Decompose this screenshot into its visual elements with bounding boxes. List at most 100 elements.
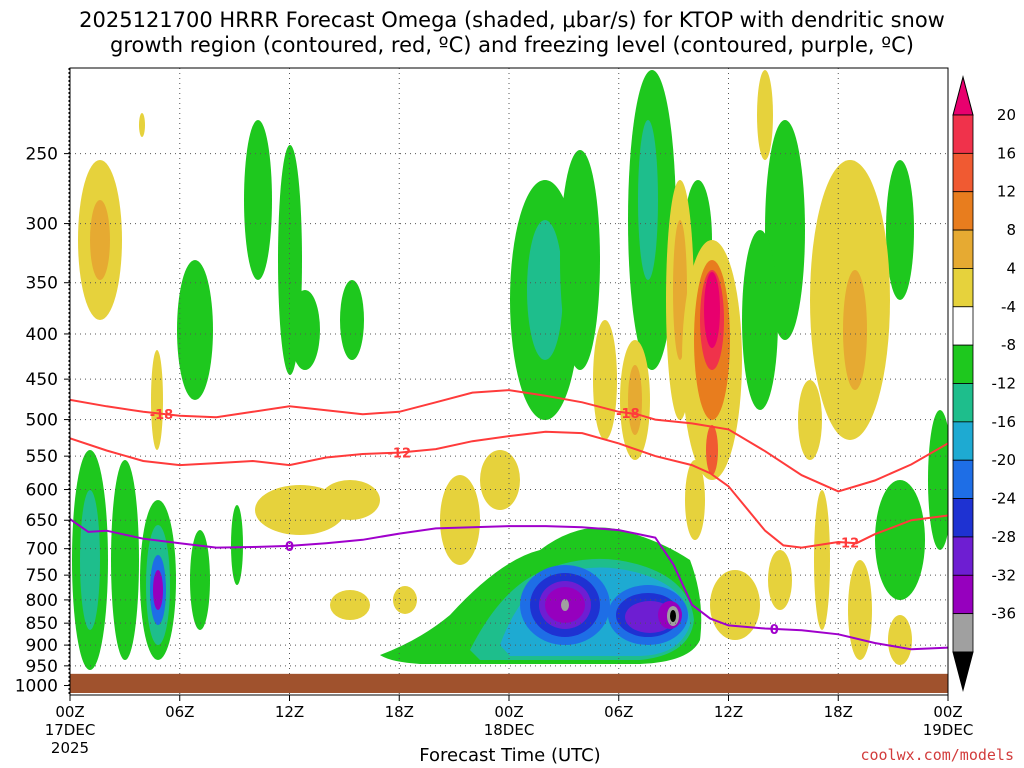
omega-blob [638, 120, 658, 280]
colorbar-tick-label: -8 [1001, 336, 1016, 354]
colorbar-tick-label: -12 [992, 375, 1017, 393]
colorbar-tick-label: -24 [992, 490, 1017, 508]
colorbar-max-arrow [952, 75, 974, 116]
credit-text: coolwx.com/models [860, 746, 1014, 764]
omega-blob [814, 490, 830, 630]
omega-blob [340, 280, 364, 360]
omega-blob [710, 570, 760, 640]
dgz-contour-minus18 [70, 389, 948, 493]
colorbar-tick-label: 16 [997, 144, 1016, 162]
omega-shading [72, 70, 948, 670]
x-tick-label: 18Z [385, 703, 414, 721]
omega-blob [111, 460, 139, 660]
omega-blob [628, 365, 642, 435]
omega-blob [480, 450, 520, 510]
omega-blob [290, 290, 320, 370]
colorbar-min-arrow [952, 651, 974, 692]
colorbar-tick-label: -32 [992, 566, 1017, 584]
omega-blob [685, 460, 705, 540]
y-tick-label: 700 [26, 540, 58, 560]
freezing-level-contour [70, 518, 948, 651]
colorbar-swatch [952, 306, 974, 346]
omega-blob [886, 160, 914, 300]
omega-blob [151, 350, 163, 450]
omega-blob [320, 480, 380, 520]
x-axis-title: Forecast Time (UTC) [419, 745, 601, 766]
colorbar-tick-label: -4 [1001, 298, 1016, 316]
omega-blob [875, 480, 925, 600]
colorbar-swatch [952, 268, 974, 308]
y-tick-label: 600 [26, 481, 58, 501]
colorbar-swatch [952, 613, 974, 653]
dgz-contour-minus18-label: -18 [150, 408, 174, 423]
omega-blob [560, 150, 600, 370]
colorbar-swatch [952, 114, 974, 154]
colorbar-tick-label: 4 [1006, 259, 1016, 277]
chart-title-line-2: growth region (contoured, red, ºC) and f… [110, 33, 914, 57]
colorbar-swatch [952, 344, 974, 384]
omega-blob [231, 505, 243, 585]
omega-blob [848, 560, 872, 660]
chart-title-line-1: 2025121700 HRRR Forecast Omega (shaded, … [79, 8, 945, 32]
x-tick-label: 12Z [714, 703, 743, 721]
dgz-contour-minus12-label: -12 [388, 447, 412, 462]
x-tick-label: 00Z [494, 703, 523, 721]
omega-blob [888, 615, 912, 665]
y-axis: 2503003504004505005506006507007508008509… [15, 145, 70, 697]
omega-blob [843, 270, 867, 390]
omega-blob [561, 599, 569, 611]
omega-blob [757, 70, 773, 160]
freezing-level-contour-label: 0 [285, 540, 294, 555]
omega-blob [90, 200, 110, 280]
colorbar-swatch [952, 229, 974, 269]
omega-blob [330, 590, 370, 620]
colorbar-swatch [952, 383, 974, 423]
y-tick-label: 300 [26, 215, 58, 235]
omega-blob [177, 260, 213, 400]
colorbar-tick-label: -36 [992, 605, 1017, 623]
omega-blob [139, 113, 145, 137]
y-tick-label: 900 [26, 636, 58, 656]
x-tick-label: 06Z [165, 703, 194, 721]
dgz-contour-minus18-label: -18 [616, 407, 640, 422]
x-tick-year-label: 2025 [51, 739, 89, 757]
ground-surface [70, 673, 948, 693]
x-tick-label: 12Z [275, 703, 304, 721]
y-tick-label: 950 [26, 657, 58, 677]
y-tick-label: 650 [26, 511, 58, 531]
colorbar-tick-label: 12 [997, 183, 1016, 201]
colorbar-swatch [952, 421, 974, 461]
omega-blob [706, 425, 718, 475]
colorbar-tick-label: -28 [992, 528, 1017, 546]
freezing-level-contour-label: 0 [770, 623, 779, 638]
omega-blob [704, 272, 720, 348]
y-tick-label: 800 [26, 591, 58, 611]
y-tick-label: 1000 [15, 677, 58, 697]
dgz-contour-minus12-label: -12 [836, 537, 860, 552]
y-tick-label: 500 [26, 411, 58, 431]
omega-blob [742, 230, 778, 410]
colorbar-swatch [952, 536, 974, 576]
colorbar-swatch [952, 574, 974, 615]
y-tick-label: 450 [26, 370, 58, 390]
x-tick-date-label: 17DEC [45, 721, 96, 739]
omega-blob [768, 550, 792, 610]
omega-blob [928, 410, 948, 550]
y-tick-label: 250 [26, 145, 58, 165]
dgz-contour-minus12 [70, 430, 948, 549]
colorbar-swatch [952, 459, 974, 499]
x-tick-date-label: 18DEC [484, 721, 535, 739]
colorbar-tick-label: -16 [992, 413, 1017, 431]
contours: -18 -18 -12 -12 0 0 [70, 389, 948, 651]
x-tick-label: 00Z [933, 703, 962, 721]
colorbar-swatch [952, 191, 974, 231]
x-tick-label: 18Z [824, 703, 853, 721]
omega-blob [190, 530, 210, 630]
colorbar-swatch [952, 152, 974, 193]
y-tick-label: 850 [26, 614, 58, 634]
colorbar: 20 16 12 8 4 -4 -8 -12 -16 -20 -24 -28 -32 -36 [952, 75, 1017, 692]
colorbar-tick-label: -20 [992, 451, 1017, 469]
colorbar-tick-label: 8 [1006, 221, 1016, 239]
